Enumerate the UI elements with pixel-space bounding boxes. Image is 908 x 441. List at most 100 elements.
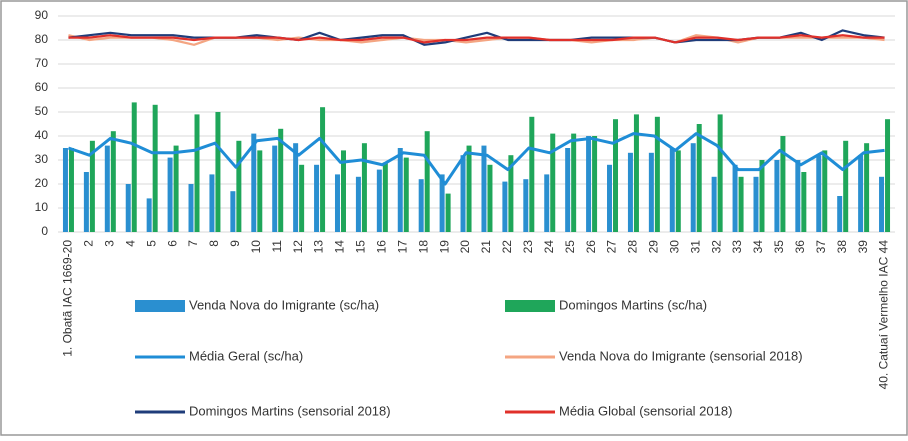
bar bbox=[529, 116, 535, 232]
y-tick-label: 10 bbox=[35, 200, 49, 214]
bar bbox=[759, 160, 765, 232]
x-tick-label: 6 bbox=[165, 240, 179, 247]
bar bbox=[669, 148, 675, 232]
bar bbox=[633, 114, 639, 232]
bar bbox=[732, 164, 738, 232]
bar bbox=[696, 124, 702, 232]
x-tick-label: 36 bbox=[793, 240, 807, 254]
x-tick-label: 38 bbox=[835, 240, 849, 254]
bar bbox=[717, 114, 723, 232]
bar bbox=[299, 164, 305, 232]
bar bbox=[278, 128, 284, 232]
x-tick-label: 22 bbox=[500, 240, 514, 254]
x-tick-label: 24 bbox=[542, 240, 556, 254]
bar bbox=[487, 164, 493, 232]
bar bbox=[257, 150, 263, 232]
x-tick-label: 37 bbox=[814, 240, 828, 254]
y-tick-label: 30 bbox=[35, 152, 49, 166]
bar bbox=[864, 143, 870, 232]
bar bbox=[361, 143, 367, 232]
bar bbox=[194, 114, 200, 232]
bar bbox=[68, 148, 74, 232]
bar bbox=[83, 172, 89, 232]
legend-swatch bbox=[505, 300, 555, 312]
x-tick-label: 5 bbox=[144, 240, 158, 247]
bar bbox=[110, 131, 116, 232]
bar bbox=[502, 181, 508, 232]
x-tick-label: 14 bbox=[333, 240, 347, 254]
legend-label: Domingos Martins (sc/ha) bbox=[559, 297, 707, 312]
bar bbox=[858, 155, 864, 232]
x-tick-label: 12 bbox=[291, 240, 305, 254]
bar bbox=[424, 131, 430, 232]
bar bbox=[738, 176, 744, 232]
bar bbox=[690, 143, 696, 232]
x-tick-label: 25 bbox=[563, 240, 577, 254]
bar bbox=[795, 160, 801, 232]
bar bbox=[355, 176, 361, 232]
x-tick-label: 21 bbox=[479, 240, 493, 254]
bar bbox=[89, 140, 95, 232]
bar bbox=[125, 184, 131, 232]
bar bbox=[586, 136, 592, 232]
bar bbox=[376, 169, 382, 232]
bar bbox=[523, 179, 529, 232]
bar bbox=[418, 179, 424, 232]
x-tick-label: 1. Obatã IAC 1669-20 bbox=[61, 240, 75, 357]
bar bbox=[822, 150, 828, 232]
x-tick-label: 8 bbox=[207, 240, 221, 247]
bar bbox=[571, 133, 577, 232]
bar bbox=[654, 116, 660, 232]
bar bbox=[879, 176, 885, 232]
bar bbox=[780, 136, 786, 232]
x-tick-label: 15 bbox=[354, 240, 368, 254]
bar bbox=[146, 198, 152, 232]
x-tick-label: 39 bbox=[856, 240, 870, 254]
bar bbox=[152, 104, 158, 232]
x-tick-label: 3 bbox=[102, 240, 116, 247]
bar bbox=[816, 155, 822, 232]
bar bbox=[215, 112, 221, 232]
x-tick-label: 13 bbox=[312, 240, 326, 254]
bar bbox=[801, 172, 807, 232]
bar bbox=[314, 164, 320, 232]
line bbox=[68, 34, 885, 46]
bar bbox=[439, 174, 445, 232]
legend-label: Venda Nova do Imigrante (sc/ha) bbox=[189, 297, 379, 312]
x-tick-label: 17 bbox=[395, 240, 409, 254]
bar bbox=[837, 196, 843, 232]
bar bbox=[885, 119, 891, 232]
bar bbox=[173, 145, 179, 232]
bar bbox=[508, 155, 514, 232]
x-tick-label: 34 bbox=[751, 240, 765, 254]
bar bbox=[167, 157, 173, 232]
legend-label: Domingos Martins (sensorial 2018) bbox=[189, 403, 391, 418]
bar bbox=[607, 164, 613, 232]
x-tick-label: 31 bbox=[688, 240, 702, 254]
bar bbox=[481, 145, 487, 232]
bar bbox=[62, 148, 68, 232]
bar bbox=[230, 191, 236, 232]
y-tick-label: 70 bbox=[35, 56, 49, 70]
bar bbox=[104, 145, 110, 232]
x-tick-label: 2 bbox=[82, 240, 96, 247]
bar bbox=[209, 174, 215, 232]
bar bbox=[382, 162, 388, 232]
bar bbox=[675, 150, 681, 232]
legend-label: Venda Nova do Imigrante (sensorial 2018) bbox=[559, 348, 803, 363]
legend-swatch bbox=[135, 300, 185, 312]
x-tick-label: 11 bbox=[270, 240, 284, 253]
line bbox=[68, 34, 885, 44]
bar bbox=[613, 119, 619, 232]
x-tick-label: 32 bbox=[709, 240, 723, 254]
y-tick-label: 90 bbox=[35, 8, 49, 22]
bar bbox=[272, 145, 278, 232]
bar bbox=[627, 152, 633, 232]
bar bbox=[843, 140, 849, 232]
x-tick-label: 9 bbox=[228, 240, 242, 247]
x-tick-label: 40. Catuaí Vermelho IAC 44 bbox=[877, 240, 891, 390]
x-tick-label: 18 bbox=[416, 240, 430, 254]
bar bbox=[293, 143, 299, 232]
y-tick-label: 50 bbox=[35, 104, 49, 118]
